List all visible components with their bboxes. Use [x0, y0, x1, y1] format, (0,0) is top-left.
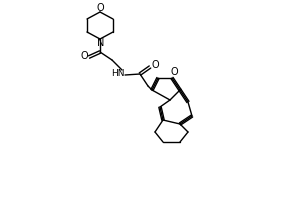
Text: O: O [170, 67, 178, 77]
Text: HN: HN [111, 70, 125, 78]
Text: N: N [97, 38, 105, 48]
Text: O: O [80, 51, 88, 61]
Text: O: O [96, 3, 104, 13]
Text: O: O [151, 60, 159, 70]
